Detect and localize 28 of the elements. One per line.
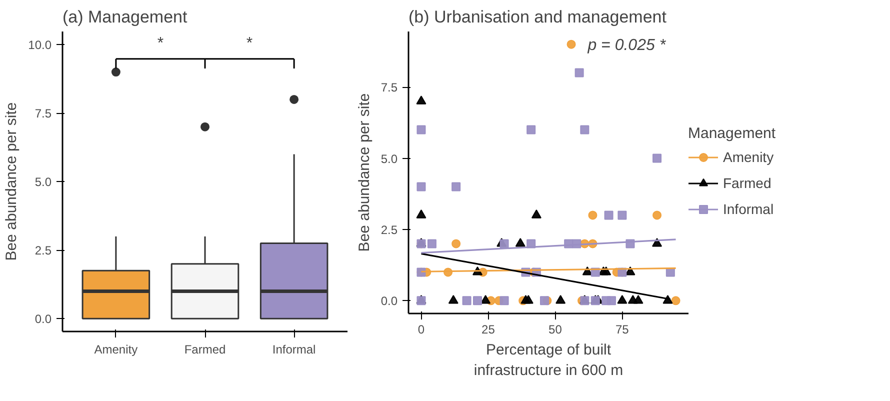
legend-label: Farmed xyxy=(723,175,772,191)
x-tick-label: 50 xyxy=(548,322,562,336)
y-axis-title: Bee abundance per site xyxy=(3,102,20,261)
chart-title: (a) Management xyxy=(62,8,188,26)
x-axis-title: Percentage of built infrastructure in 600 m xyxy=(474,342,624,379)
x-tick-label: Farmed xyxy=(184,342,226,356)
x-tick-label: 75 xyxy=(616,322,630,336)
chart-title: (b) Urbanisation and management xyxy=(408,8,667,26)
legend-label: Informal xyxy=(723,201,774,217)
annotation: * xyxy=(157,35,164,52)
y-tick-label: 7.5 xyxy=(34,106,52,121)
y-tick-label: 10.0 xyxy=(28,38,52,52)
y-axis-title: Bee abundance per site xyxy=(356,93,373,252)
annotation: p = 0.025 * xyxy=(586,37,666,54)
legend-label: Amenity xyxy=(723,149,774,165)
legend-title: Management xyxy=(688,125,776,142)
y-tick-label: 5.0 xyxy=(34,175,52,190)
x-tick-label: Amenity xyxy=(94,342,138,356)
y-tick-label: 2.5 xyxy=(34,244,52,258)
y-tick-label: 0.0 xyxy=(380,294,398,308)
y-tick-label: 2.5 xyxy=(380,222,398,237)
x-tick-label: 25 xyxy=(482,322,496,336)
y-tick-label: 0.0 xyxy=(34,312,52,326)
annotation: * xyxy=(246,35,253,52)
x-tick-label: 0 xyxy=(418,322,425,336)
y-tick-label: 5.0 xyxy=(380,152,398,166)
x-tick-label: Informal xyxy=(272,342,316,356)
y-tick-label: 7.5 xyxy=(380,80,398,95)
